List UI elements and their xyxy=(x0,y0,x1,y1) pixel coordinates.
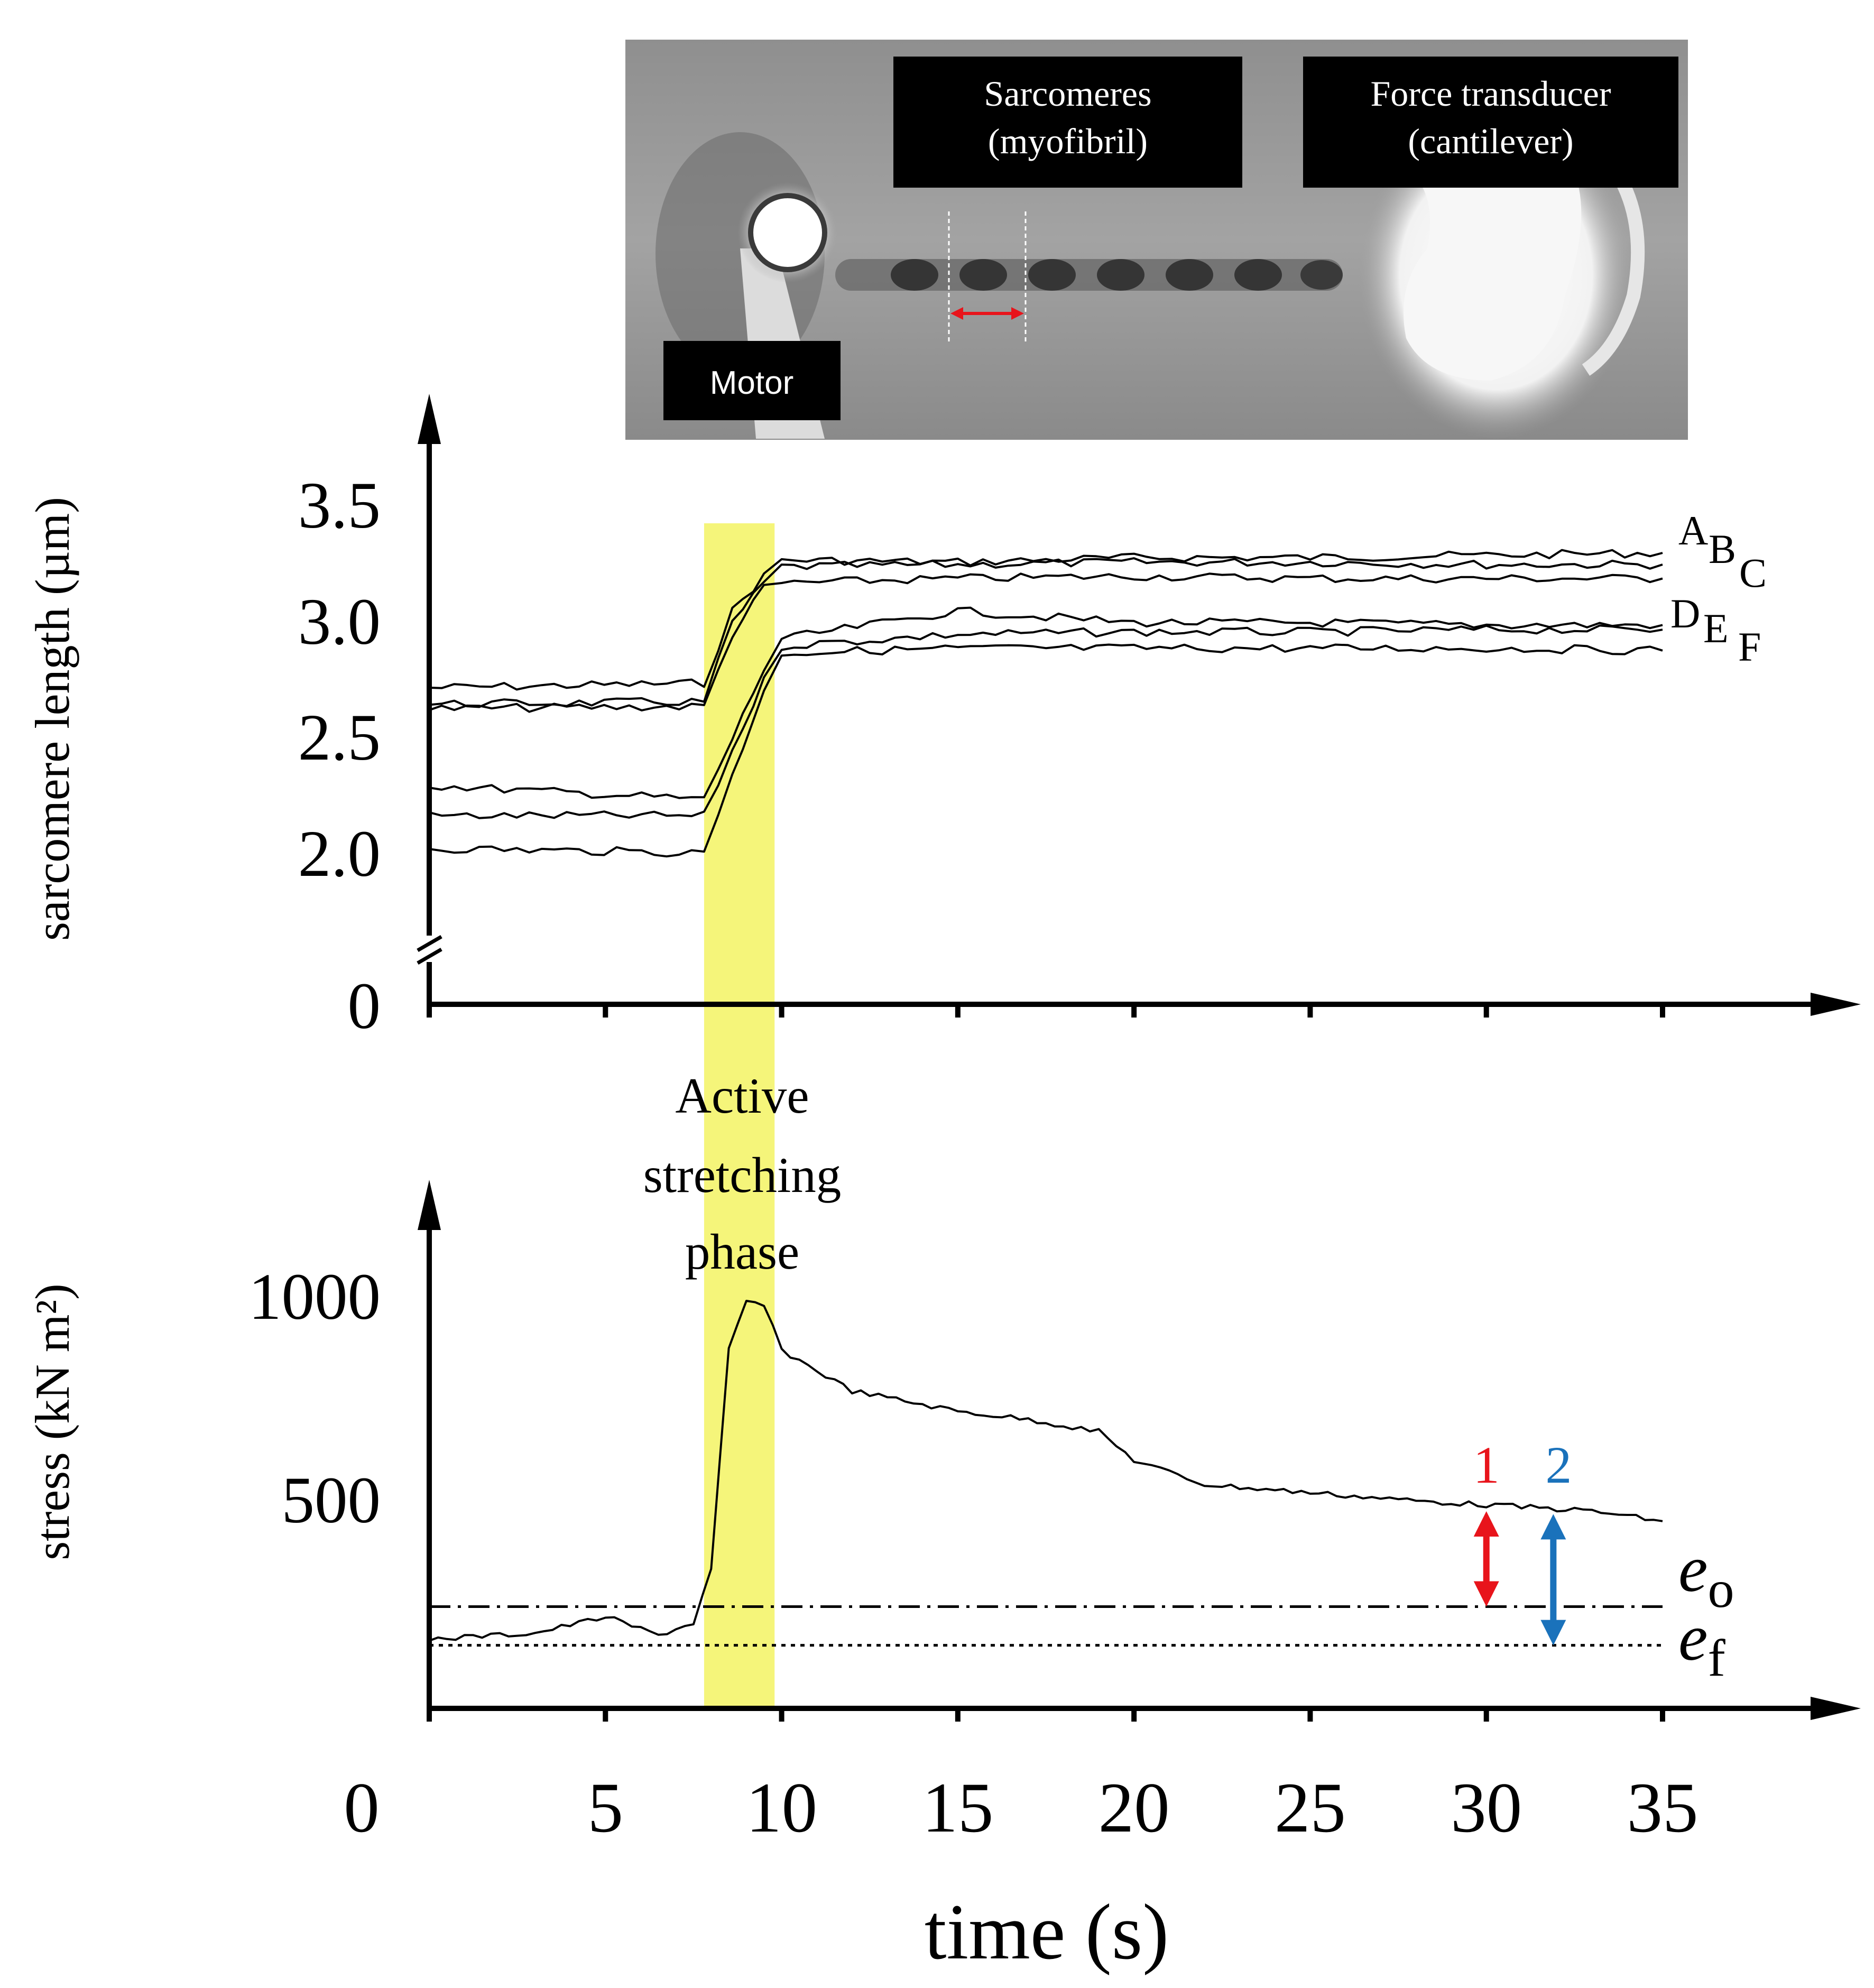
top-ytick-0: 0 xyxy=(348,970,381,1043)
marker-1-label: 1 xyxy=(1473,1436,1500,1494)
top-x-ticks xyxy=(427,1004,1665,1018)
microscope-photo: Motor Sarcomeres (myofibril) Force trans… xyxy=(625,40,1688,440)
series-label-b: B xyxy=(1709,526,1736,572)
sarcomere-length-axes xyxy=(417,428,1824,1007)
x-tick-label-0: 0 xyxy=(344,1769,380,1847)
bottom-ytick-1000: 1000 xyxy=(248,1261,381,1334)
eo-symbol: e xyxy=(1678,1533,1707,1606)
sarcomere-length-series xyxy=(429,549,1663,858)
sarcomere-trace-b xyxy=(429,557,1663,708)
ef-symbol: e xyxy=(1678,1602,1707,1675)
motor-label: Motor xyxy=(710,365,793,401)
phase-label-line1: Active xyxy=(675,1068,809,1124)
bottom-y-axis-arrowhead xyxy=(418,1180,441,1230)
phase-label-line2: stretching xyxy=(643,1147,842,1203)
top-y-axis-label: sarcomere length (µm) xyxy=(25,497,79,941)
stress-series xyxy=(429,1300,1663,1642)
marker-2-label: 2 xyxy=(1545,1436,1572,1494)
series-label-e: E xyxy=(1703,605,1729,651)
top-ytick-3.5: 3.5 xyxy=(298,469,381,542)
eo-label: eo xyxy=(1678,1533,1734,1619)
top-ytick-2.5: 2.5 xyxy=(298,701,381,774)
x-tick-labels: 0 5 10 15 20 25 30 35 xyxy=(344,1769,1698,1847)
sarcomeres-label-box xyxy=(893,57,1242,188)
transducer-label-box xyxy=(1303,57,1678,188)
stress-axes xyxy=(427,1216,1824,1711)
sarcomeres-label-line1: Sarcomeres xyxy=(984,73,1151,114)
marker-arrows xyxy=(1473,1511,1566,1645)
sarcomere-trace-d xyxy=(429,606,1663,799)
motor-label-box xyxy=(663,341,841,420)
x-tick-label-5: 5 xyxy=(588,1769,624,1847)
eo-subscript: o xyxy=(1707,1560,1734,1619)
series-label-d: D xyxy=(1670,590,1700,636)
sarcomere-trace-c xyxy=(429,572,1663,713)
stress-trace xyxy=(429,1300,1663,1642)
ef-label: ef xyxy=(1678,1602,1725,1687)
phase-label-line3: phase xyxy=(685,1224,799,1280)
x-tick-label-35: 35 xyxy=(1627,1769,1698,1847)
sarcomere-trace-a xyxy=(429,549,1663,691)
reference-lines xyxy=(429,1605,1663,1647)
bottom-x-axis-arrowhead xyxy=(1811,1697,1861,1720)
x-tick-label-25: 25 xyxy=(1275,1769,1346,1847)
bottom-x-ticks xyxy=(427,1708,1665,1722)
x-tick-label-20: 20 xyxy=(1098,1769,1170,1847)
marker-1-arrow xyxy=(1473,1511,1499,1607)
top-ytick-2.0: 2.0 xyxy=(298,818,381,891)
transducer-label-line1: Force transducer xyxy=(1370,73,1611,114)
x-tick-label-30: 30 xyxy=(1451,1769,1522,1847)
x-tick-label-15: 15 xyxy=(922,1769,993,1847)
series-label-a: A xyxy=(1678,507,1708,553)
series-label-f: F xyxy=(1738,624,1761,670)
top-ytick-3.0: 3.0 xyxy=(298,586,381,659)
sarcomere-trace-e xyxy=(429,624,1663,819)
marker-2-arrow xyxy=(1540,1514,1566,1645)
series-label-c: C xyxy=(1739,550,1767,596)
sarcomeres-label-line2: (myofibril) xyxy=(988,121,1148,161)
top-x-axis-arrowhead xyxy=(1811,993,1861,1016)
bottom-ytick-500: 500 xyxy=(282,1464,381,1537)
ef-subscript: f xyxy=(1707,1629,1725,1687)
x-axis-label: time (s) xyxy=(925,1888,1169,1976)
transducer-label-line2: (cantilever) xyxy=(1408,121,1573,161)
sarcomere-trace-f xyxy=(429,643,1663,858)
top-y-axis-arrowhead xyxy=(418,394,441,444)
bottom-y-axis-label: stress (kN m²) xyxy=(25,1283,79,1560)
x-tick-label-10: 10 xyxy=(746,1769,817,1847)
